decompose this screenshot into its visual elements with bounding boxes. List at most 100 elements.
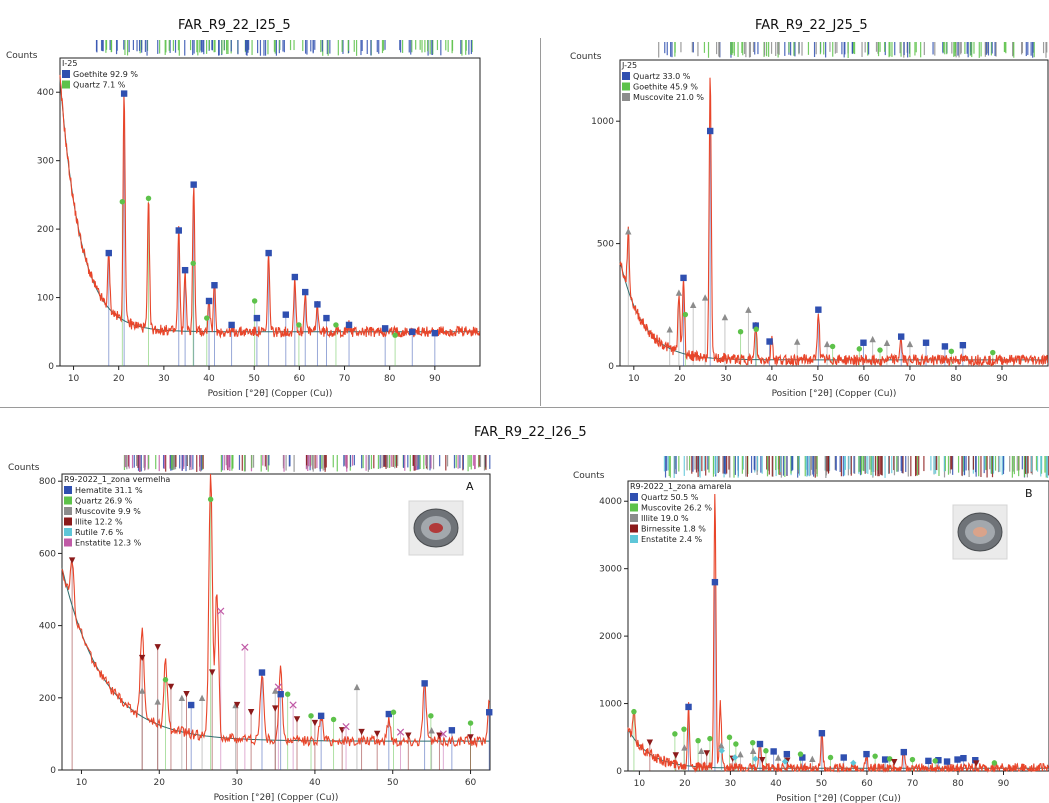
y-tick-label: 1000 — [599, 700, 622, 710]
marker-illite — [373, 730, 381, 738]
marker-muscovite — [272, 687, 279, 694]
y-tick-label: 0 — [50, 766, 56, 776]
y-tick-label: 3000 — [599, 565, 622, 575]
marker-illite — [154, 644, 161, 651]
marker-quartz — [145, 195, 152, 202]
marker-goethite — [409, 328, 416, 335]
x-tick-label: 70 — [339, 374, 351, 384]
marker-muscovite — [883, 339, 891, 346]
legend: I-25 Goethite 92.9 % Quartz 7.1 % — [62, 59, 138, 90]
marker-hematite — [258, 669, 266, 676]
x-tick-label: 80 — [384, 374, 396, 384]
marker-quartz — [959, 341, 967, 349]
reference-sticks — [71, 499, 490, 770]
marker-goethite — [829, 343, 836, 350]
y-tick-label: 500 — [597, 240, 614, 250]
y-tick-label: 4000 — [599, 497, 622, 507]
marker-muscovite — [198, 694, 206, 702]
marker-quartz — [330, 716, 337, 723]
marker-enstatite — [731, 754, 739, 761]
y-tick-label: 600 — [39, 549, 56, 559]
marker-quartz — [922, 339, 930, 346]
marker-quartz — [207, 496, 214, 502]
marker-illite — [467, 734, 474, 741]
marker-quartz — [900, 748, 908, 756]
marker-goethite — [431, 329, 439, 337]
x-tick-label: 40 — [203, 374, 215, 384]
marker-illite — [405, 732, 412, 739]
marker-illite — [233, 701, 241, 709]
marker-illite — [293, 716, 301, 723]
marker-quartz — [960, 754, 967, 762]
markers-enstatite — [217, 607, 447, 738]
marker-goethite — [282, 311, 290, 318]
marker-muscovite — [695, 737, 701, 744]
marker-quartz — [251, 298, 258, 304]
marker-illite — [68, 557, 76, 564]
sample-label: R9-2022_1_zona amarela — [630, 482, 731, 491]
sample-photo-i26_b — [952, 504, 1008, 560]
legend-swatch — [630, 535, 638, 543]
markers-quartz — [685, 578, 979, 765]
y-tick-label: 200 — [39, 694, 56, 704]
marker-illite — [809, 755, 816, 763]
x-axis-label: Position [°2θ] (Copper (Cu)) — [772, 389, 897, 399]
marker-muscovite — [689, 301, 697, 308]
marker-illite — [167, 683, 175, 691]
x-tick-label: 30 — [158, 374, 170, 384]
x-tick-label: 10 — [628, 374, 640, 384]
legend-swatch — [630, 514, 638, 522]
chart-title-j25: FAR_R9_22_J25_5 — [755, 18, 868, 33]
marker-muscovite — [701, 294, 709, 301]
reference-tick-strip — [658, 42, 1048, 58]
legend-swatch — [64, 528, 72, 536]
legend-entry: Quartz 50.5 % — [641, 493, 699, 502]
y-axis-label: Counts — [8, 463, 40, 473]
sample-label: R9-2022_1_zona vermelha — [64, 475, 170, 484]
marker-goethite — [291, 273, 299, 281]
marker-illite — [681, 744, 688, 751]
marker-enstatite — [342, 723, 350, 731]
marker-muscovite — [138, 687, 146, 694]
legend: R9-2022_1_zona vermelha Hematite 31.1 % Qu… — [64, 475, 170, 548]
diffraction-trace — [61, 473, 491, 749]
marker-hematite — [421, 680, 428, 687]
legend-swatch — [622, 72, 630, 80]
marker-muscovite — [869, 335, 876, 343]
marker-quartz — [392, 332, 398, 338]
marker-enstatite — [850, 759, 857, 767]
y-tick-label: 0 — [608, 362, 614, 372]
marker-illite — [358, 728, 365, 736]
marker-quartz — [119, 199, 126, 205]
y-tick-label: 300 — [37, 157, 54, 167]
marker-muscovite — [932, 758, 938, 764]
marker-muscovite — [353, 683, 361, 691]
marker-quartz — [680, 274, 687, 282]
reference-tick-strip — [123, 455, 491, 472]
marker-goethite — [990, 349, 996, 356]
marker-quartz — [685, 703, 692, 711]
marker-quartz — [707, 127, 714, 135]
marker-muscovite — [991, 760, 998, 766]
y-tick-label: 2000 — [599, 632, 622, 642]
marker-goethite — [228, 321, 235, 329]
markers-quartz — [119, 195, 398, 338]
marker-goethite — [345, 321, 353, 329]
marker-quartz — [881, 756, 889, 763]
x-tick-label: 20 — [679, 779, 691, 789]
x-tick-label: 60 — [294, 374, 306, 384]
marker-goethite — [205, 297, 213, 305]
y-tick-label: 400 — [39, 622, 56, 632]
x-tick-label: 60 — [465, 778, 477, 788]
marker-hematite — [277, 690, 284, 698]
marker-quartz — [428, 713, 434, 719]
legend-swatch — [64, 486, 72, 494]
marker-illite — [749, 747, 757, 754]
marker-goethite — [302, 288, 309, 296]
reference-sticks — [108, 93, 436, 366]
marker-quartz — [162, 677, 169, 683]
marker-muscovite — [745, 306, 752, 313]
marker-muscovite — [763, 748, 769, 754]
x-tick-label: 70 — [904, 374, 916, 384]
legend: R9-2022_1_zona amarela Quartz 50.5 % Musco… — [630, 482, 731, 544]
